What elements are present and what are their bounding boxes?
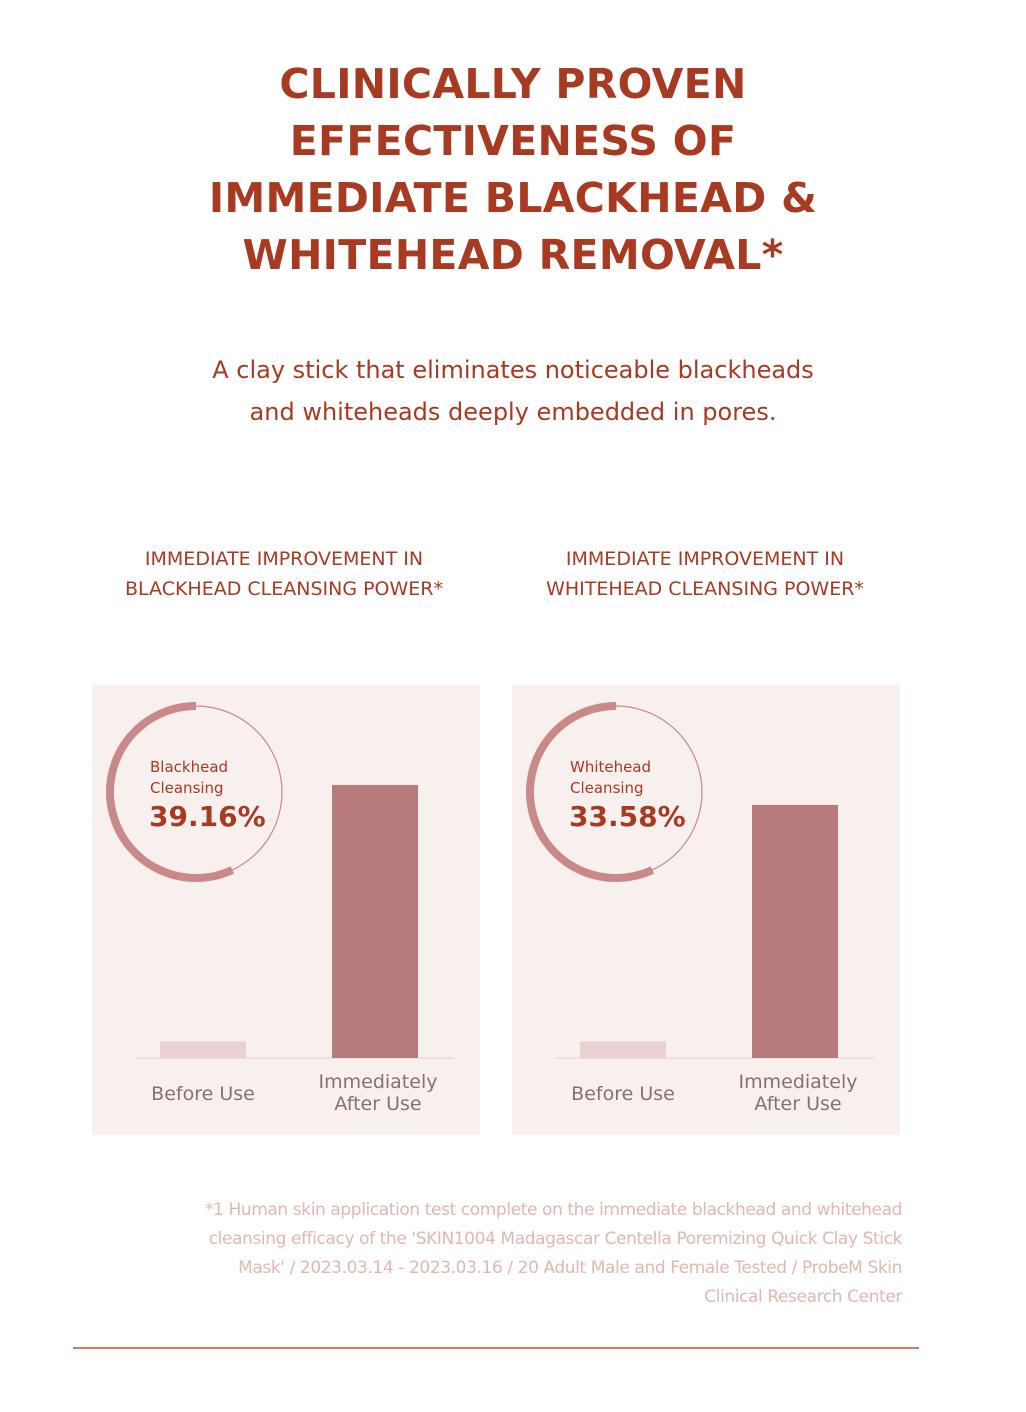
category-label-line: After Use [334,1093,421,1115]
badge-label-line: Cleansing [570,779,644,797]
footnote-line: Mask' / 2023.03.14 - 2023.03.16 / 20 Adu… [238,1258,902,1278]
bottom-divider [73,1347,919,1349]
blackhead-chart: Before Use Immediately After Use Blackhead C… [106,702,454,1115]
whitehead-chart-title: IMMEDIATE IMPROVEMENT IN WHITEHEAD CLEAN… [485,544,925,604]
category-label: Before Use [151,1083,255,1105]
category-label: Immediately After Use [319,1071,438,1115]
page-title-line: IMMEDIATE BLACKHEAD & [208,174,818,222]
category-label-line: Before Use [571,1083,675,1105]
badge-label-line: Cleansing [150,779,224,797]
chart-title-line: IMMEDIATE IMPROVEMENT IN [144,548,424,570]
page-title-line: CLINICALLY PROVEN [279,60,747,108]
page-subtitle: A clay stick that eliminates noticeable … [0,349,1026,433]
bar-before-use [160,1041,246,1058]
badge-value: 39.16% [149,800,266,833]
blackhead-chart-title: IMMEDIATE IMPROVEMENT IN BLACKHEAD CLEAN… [64,544,504,604]
badge-ring-arc [526,702,655,882]
bar-after-use [752,804,838,1058]
footnote-line: Clinical Research Center [704,1287,902,1307]
bar-before-use [580,1041,666,1058]
badge-ring-arc [106,702,235,882]
page-title: CLINICALLY PROVEN EFFECTIVENESS OF IMMED… [0,56,1026,284]
badge-label: Blackhead Cleansing [150,758,228,797]
blackhead-chart-panel: Before Use Immediately After Use Blackhead C… [92,685,480,1135]
badge-label-line: Whitehead [570,758,651,776]
footnote-line: cleansing efficacy of the 'SKIN1004 Mada… [208,1229,903,1249]
page-subtitle-line: and whiteheads deeply embedded in pores. [249,398,777,426]
category-label-line: Immediately [319,1071,438,1093]
page-title-line: WHITEHEAD REMOVAL* [242,231,784,279]
category-label: Before Use [571,1083,675,1105]
category-label-line: Immediately [739,1071,858,1093]
chart-title-line: IMMEDIATE IMPROVEMENT IN [565,548,845,570]
footnote: *1 Human skin application test complete … [110,1196,902,1312]
page-subtitle-line: A clay stick that eliminates noticeable … [212,356,814,384]
whitehead-chart-panel: Before Use Immediately After Use Whitehead C… [512,685,900,1135]
badge-label-line: Blackhead [150,758,228,776]
chart-title-line: BLACKHEAD CLEANSING POWER* [124,578,444,600]
page-title-line: EFFECTIVENESS OF [289,117,737,165]
chart-title-line: WHITEHEAD CLEANSING POWER* [546,578,864,600]
category-label-line: Before Use [151,1083,255,1105]
category-label-line: After Use [754,1093,841,1115]
badge-label: Whitehead Cleansing [570,758,651,797]
badge-value: 33.58% [569,800,686,833]
category-label: Immediately After Use [739,1071,858,1115]
bar-after-use [332,784,418,1058]
whitehead-chart: Before Use Immediately After Use Whitehead C… [526,702,874,1115]
footnote-line: *1 Human skin application test complete … [204,1200,902,1220]
